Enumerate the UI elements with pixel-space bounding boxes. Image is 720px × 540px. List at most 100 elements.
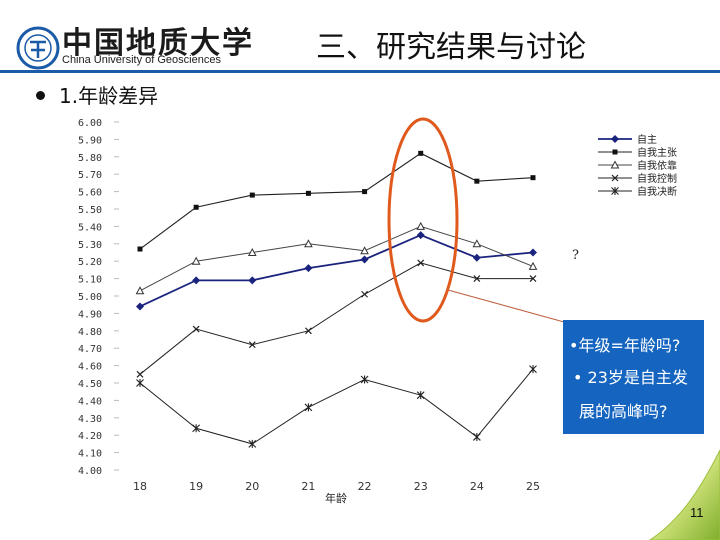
x-tick-label: 21 bbox=[301, 480, 315, 493]
data-point-marker bbox=[192, 424, 201, 433]
university-logo: 中国地质大学 China University of Geosciences bbox=[10, 16, 252, 72]
callout-box: •年级=年龄吗? • 23岁是自主发 展的高峰吗? bbox=[563, 320, 704, 434]
bullet-dot-icon bbox=[36, 91, 45, 100]
logo-english-name: China University of Geosciences bbox=[62, 54, 221, 66]
x-tick-label: 23 bbox=[414, 480, 428, 493]
series-layer bbox=[135, 150, 538, 448]
data-point-marker bbox=[360, 246, 369, 255]
data-point-marker bbox=[472, 239, 482, 248]
series-square bbox=[137, 150, 536, 252]
y-tick-label: 4.30 bbox=[78, 414, 102, 425]
y-tick-label: 5.60 bbox=[78, 188, 102, 199]
data-point-marker bbox=[530, 175, 536, 181]
data-point-marker bbox=[416, 391, 425, 400]
data-point-marker bbox=[304, 264, 313, 273]
callout-line-3: 展的高峰吗? bbox=[579, 402, 668, 421]
y-tick-label: 5.80 bbox=[78, 153, 102, 164]
x-axis-label: 年龄 bbox=[325, 491, 347, 505]
data-point-marker bbox=[305, 327, 312, 335]
slide-title: 三、研究结果与讨论 bbox=[316, 30, 586, 65]
legend-label: 自我控制 bbox=[637, 172, 677, 185]
y-tick-label: 4.20 bbox=[78, 431, 102, 442]
data-point-marker bbox=[416, 231, 425, 240]
university-seal-icon bbox=[16, 26, 60, 70]
y-tick-label: 5.10 bbox=[78, 275, 102, 286]
data-point-marker bbox=[304, 403, 313, 412]
data-point-marker bbox=[304, 239, 313, 248]
x-tick-label: 20 bbox=[245, 480, 259, 493]
data-point-marker bbox=[611, 187, 619, 195]
y-tick-label: 4.50 bbox=[78, 379, 102, 390]
x-tick-label: 24 bbox=[470, 480, 484, 493]
data-point-marker bbox=[249, 192, 255, 198]
logo-chinese-name: 中国地质大学 bbox=[62, 26, 254, 61]
y-tick-label: 5.00 bbox=[78, 292, 102, 303]
series-x bbox=[136, 259, 537, 378]
y-tick-label: 4.40 bbox=[78, 396, 102, 407]
data-point-marker bbox=[418, 150, 424, 156]
data-point-marker bbox=[135, 286, 145, 295]
x-tick-label: 22 bbox=[358, 480, 372, 493]
callout-line-1: •年级=年龄吗? bbox=[569, 336, 681, 355]
series-star bbox=[136, 365, 537, 448]
x-tick-label: 25 bbox=[526, 480, 540, 493]
data-point-marker bbox=[610, 160, 620, 169]
data-point-marker bbox=[248, 276, 257, 285]
y-tick-label: 4.70 bbox=[78, 344, 102, 355]
data-point-marker bbox=[417, 259, 425, 267]
legend-label: 自主 bbox=[637, 133, 657, 146]
y-tick-label: 4.80 bbox=[78, 327, 102, 338]
data-point-marker bbox=[191, 256, 201, 265]
data-point-marker bbox=[247, 247, 257, 256]
data-point-marker bbox=[473, 275, 481, 283]
data-point-marker bbox=[192, 276, 201, 285]
data-point-marker bbox=[360, 255, 369, 264]
y-tick-label: 4.00 bbox=[78, 466, 102, 477]
legend-label: 自我决断 bbox=[637, 185, 677, 198]
y-tick-label: 5.40 bbox=[78, 222, 102, 233]
data-point-marker bbox=[611, 174, 619, 182]
data-point-marker bbox=[611, 135, 619, 143]
series-line bbox=[139, 368, 534, 445]
y-tick-label: 5.90 bbox=[78, 135, 102, 146]
series-line bbox=[139, 225, 534, 292]
x-axis-ticks: 18 19 20 21 22 23 24 25 bbox=[133, 480, 540, 493]
data-point-marker bbox=[612, 149, 618, 155]
series-line bbox=[139, 262, 533, 375]
data-point-marker bbox=[192, 325, 200, 333]
data-point-marker bbox=[137, 246, 143, 252]
series-triangle bbox=[135, 221, 538, 295]
header-divider bbox=[0, 70, 720, 73]
bullet-point: 1.年龄差异 bbox=[36, 80, 158, 109]
data-point-marker bbox=[193, 204, 199, 210]
data-point-marker bbox=[305, 190, 311, 196]
data-point-marker bbox=[361, 290, 368, 298]
callout-line-2: • 23岁是自主发 bbox=[573, 368, 688, 387]
data-point-marker bbox=[248, 439, 257, 448]
page-curl-decoration bbox=[649, 450, 720, 540]
y-axis-ticks: 6.00 5.90 5.80 5.70 5.60 5.50 5.40 5.30 5.20 5.10… bbox=[78, 118, 119, 477]
legend-label: 自我依靠 bbox=[637, 159, 677, 172]
question-mark: ? bbox=[572, 248, 579, 263]
data-point-marker bbox=[136, 302, 144, 311]
series-line bbox=[139, 234, 534, 308]
y-tick-label: 5.30 bbox=[78, 240, 102, 251]
x-tick-label: 19 bbox=[189, 480, 203, 493]
data-point-marker bbox=[529, 365, 537, 374]
series-line bbox=[139, 152, 534, 250]
data-point-marker bbox=[362, 189, 368, 195]
data-point-marker bbox=[529, 248, 537, 257]
x-tick-label: 18 bbox=[133, 480, 147, 493]
data-point-marker bbox=[472, 432, 481, 441]
y-tick-label: 4.60 bbox=[78, 362, 102, 373]
bullet-text: 1.年龄差异 bbox=[59, 84, 159, 108]
callout-pointer-line bbox=[447, 289, 565, 323]
y-tick-label: 5.50 bbox=[78, 205, 102, 216]
data-point-marker bbox=[416, 221, 426, 230]
data-point-marker bbox=[136, 379, 144, 387]
y-tick-label: 5.20 bbox=[78, 257, 102, 268]
data-point-marker bbox=[360, 375, 369, 384]
data-point-marker bbox=[136, 370, 144, 378]
